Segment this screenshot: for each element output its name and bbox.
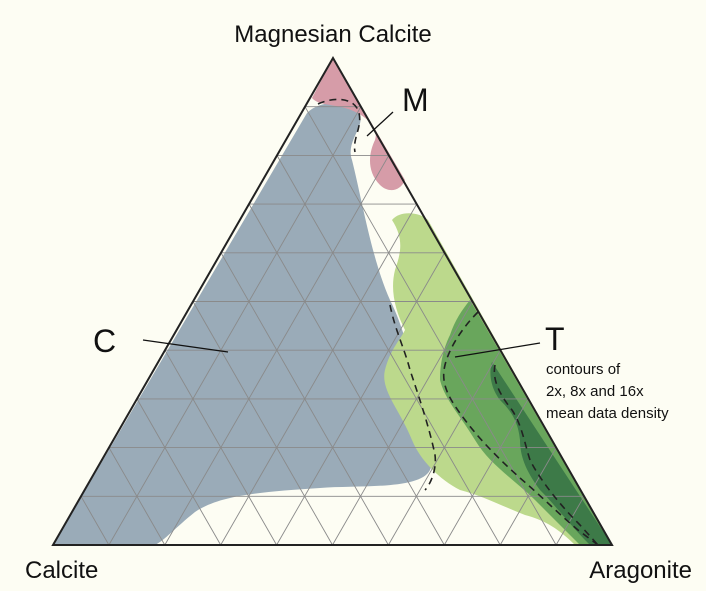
leader-line-t bbox=[454, 342, 541, 358]
leader-line-m bbox=[366, 111, 394, 137]
contour-note-line-1: contours of bbox=[546, 361, 621, 378]
dashed-contour-outline bbox=[317, 98, 361, 153]
grid-line bbox=[276, 155, 501, 546]
region-m-area bbox=[312, 58, 405, 191]
grid-line bbox=[164, 155, 390, 546]
region-c-area bbox=[53, 103, 435, 545]
dashed-contour-outline bbox=[443, 311, 599, 546]
vertex-label-bottom-left: Calcite bbox=[25, 557, 98, 584]
grid-line bbox=[248, 203, 445, 546]
leader-line-c bbox=[142, 339, 229, 353]
vertex-label-top: Magnesian Calcite bbox=[234, 21, 431, 48]
vertex-label-bottom-right: Aragonite bbox=[589, 557, 692, 584]
grid-line bbox=[332, 301, 473, 546]
grid-line bbox=[80, 496, 110, 546]
contour-level-3 bbox=[490, 362, 612, 545]
grid-line bbox=[192, 301, 333, 546]
triangle-border bbox=[51, 55, 614, 546]
dashed-contour-outline bbox=[389, 304, 437, 491]
contour-note-line-2: 2x, 8x and 16x bbox=[546, 383, 644, 400]
grid-line bbox=[136, 398, 222, 546]
grid-line bbox=[220, 203, 418, 546]
region-label-c: C bbox=[93, 323, 116, 359]
dashed-contour-outline bbox=[493, 364, 599, 546]
contour-note-line-3: mean data density bbox=[546, 405, 669, 422]
grid-line bbox=[108, 106, 362, 546]
grid-line bbox=[443, 398, 529, 546]
ternary-grid bbox=[80, 106, 585, 546]
grid-line bbox=[555, 496, 585, 546]
region-label-t: T bbox=[545, 321, 565, 357]
region-label-m: M bbox=[402, 82, 429, 118]
